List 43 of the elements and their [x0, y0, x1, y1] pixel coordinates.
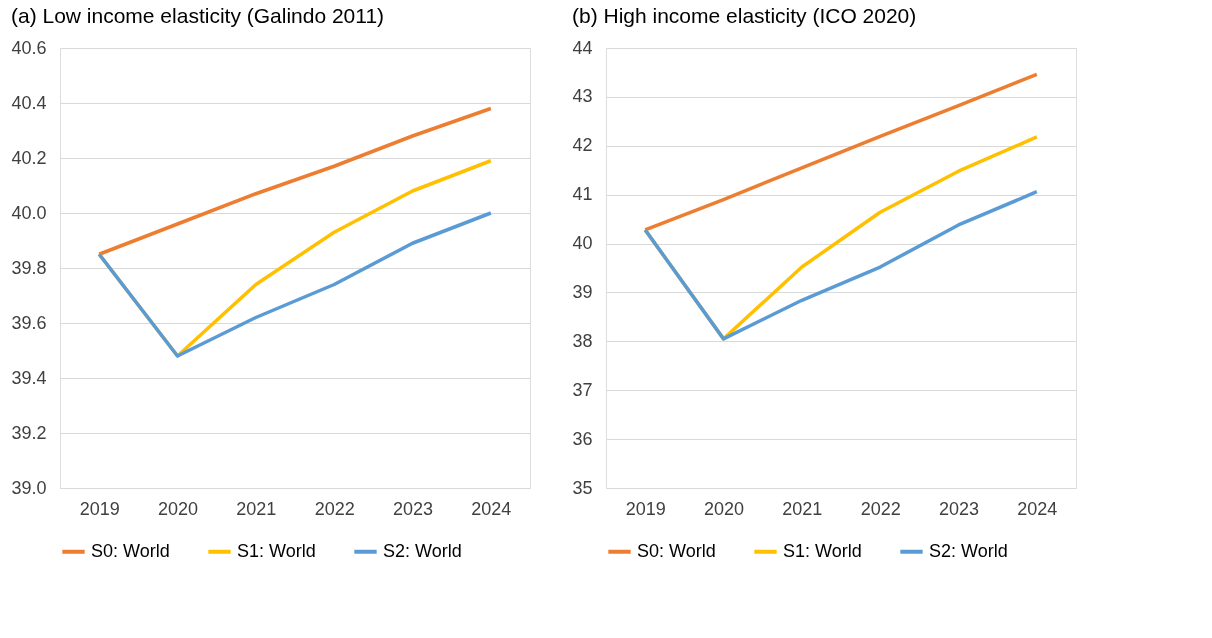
y-tick-label: 36	[572, 428, 593, 449]
y-tick-label: 42	[572, 135, 593, 156]
line-series	[97, 106, 493, 256]
x-tick-label: 2019	[79, 498, 120, 519]
y-tick-label: 40.6	[11, 37, 47, 58]
y-tick-label: 39.8	[11, 257, 47, 278]
x-tick-label: 2020	[703, 498, 745, 519]
y-tick-label: 39.6	[11, 312, 47, 333]
line-series	[643, 189, 1039, 341]
legend-label: S1: World	[237, 540, 316, 561]
y-tick-label: 39.0	[11, 477, 47, 498]
y-tick-label: 40.2	[11, 147, 47, 168]
y-tick-label: 39.4	[11, 367, 47, 388]
x-tick-label: 2022	[860, 498, 901, 519]
x-tick-label: 2024	[1017, 498, 1058, 519]
chart-title: (a) Low income elasticity (Galindo 2011)	[10, 4, 385, 27]
line-series	[97, 211, 493, 358]
y-tick-label: 39.2	[11, 422, 47, 443]
x-tick-label: 2024	[471, 498, 512, 519]
y-tick-label: 41	[572, 184, 593, 205]
legend-label: S2: World	[383, 540, 462, 561]
x-tick-label: 2021	[236, 498, 277, 519]
y-tick-label: 39	[572, 281, 593, 302]
x-tick-label: 2023	[938, 498, 980, 519]
x-tick-label: 2023	[392, 498, 434, 519]
x-tick-label: 2021	[782, 498, 823, 519]
line-series	[643, 72, 1039, 232]
y-tick-label: 43	[572, 86, 593, 107]
x-tick-label: 2019	[625, 498, 666, 519]
legend-label: S0: World	[637, 540, 716, 561]
chart-title: (b) High income elasticity (ICO 2020)	[571, 4, 917, 27]
x-tick-label: 2022	[314, 498, 355, 519]
y-tick-label: 35	[572, 477, 593, 498]
y-tick-label: 40	[572, 233, 593, 254]
y-tick-label: 44	[572, 37, 593, 58]
x-tick-label: 2020	[157, 498, 199, 519]
y-tick-label: 37	[572, 379, 593, 400]
legend-label: S2: World	[929, 540, 1008, 561]
y-tick-label: 38	[572, 330, 593, 351]
legend-label: S1: World	[783, 540, 862, 561]
y-tick-label: 40.4	[11, 92, 47, 113]
legend-label: S0: World	[91, 540, 170, 561]
y-tick-label: 40.0	[11, 202, 47, 223]
